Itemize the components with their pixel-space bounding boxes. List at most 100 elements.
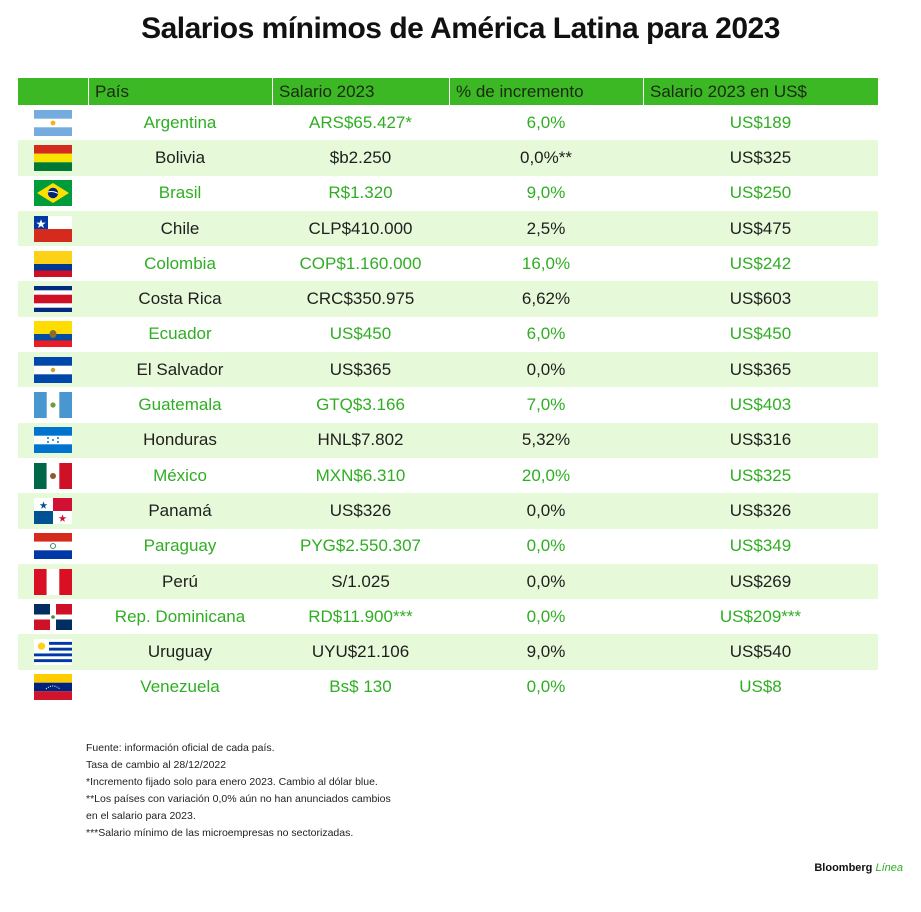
- salary-cell: Bs$ 130: [329, 677, 392, 697]
- flag-argentina-icon: [34, 109, 72, 136]
- increase-cell: 0,0%: [526, 359, 566, 379]
- flag-el-salvador-icon: [34, 356, 72, 383]
- table-row: Honduras HNL$7.802 5,32% US$316: [18, 422, 878, 458]
- usd-cell: US$326: [729, 500, 792, 520]
- increase-cell: 0,0%: [526, 677, 566, 697]
- flag-cell: [18, 427, 88, 454]
- country-cell: Brasil: [158, 183, 202, 203]
- country-cell: Uruguay: [147, 642, 213, 662]
- country-cell: Rep. Dominicana: [114, 606, 246, 626]
- increase-cell: 9,0%: [526, 183, 566, 203]
- country-cell: Paraguay: [143, 536, 217, 556]
- flag-cell: [18, 321, 88, 348]
- country-cell: Perú: [162, 571, 198, 591]
- salary-cell: $b2.250: [329, 147, 392, 167]
- flag-cell: [18, 356, 88, 383]
- usd-cell: US$540: [729, 642, 792, 662]
- salary-cell: HNL$7.802: [317, 430, 404, 450]
- usd-cell: US$603: [729, 289, 792, 309]
- usd-cell: US$209***: [719, 606, 802, 626]
- flag-cell: [18, 215, 88, 242]
- flag-panama-icon: [34, 497, 72, 524]
- table-body: Argentina ARS$65.427* 6,0% US$189 Bolivia $b2…: [18, 105, 878, 705]
- salary-cell: US$326: [329, 500, 392, 520]
- table-row: Uruguay UYU$21.106 9,0% US$540: [18, 634, 878, 670]
- salary-cell: PYG$2.550.307: [300, 536, 421, 556]
- table-row: Costa Rica CRC$350.975 6,62% US$603: [18, 281, 878, 317]
- table-row: Colombia COP$1.160.000 16,0% US$242: [18, 246, 878, 281]
- usd-cell: US$316: [729, 430, 792, 450]
- table-row: Guatemala GTQ$3.166 7,0% US$403: [18, 387, 878, 422]
- increase-cell: 2,5%: [526, 218, 566, 238]
- usd-cell: US$269: [729, 571, 792, 591]
- brand-accent: Línea: [875, 862, 903, 874]
- page-title: Salarios mínimos de América Latina para …: [141, 12, 780, 45]
- table-row: Venezuela Bs$ 130 0,0% US$8: [18, 670, 878, 705]
- note-source: Fuente: información oficial de cada país…: [86, 742, 275, 754]
- table-row: Bolivia $b2.250 0,0%** US$325: [18, 140, 878, 176]
- salary-cell: COP$1.160.000: [299, 253, 422, 273]
- table-row: Argentina ARS$65.427* 6,0% US$189: [18, 105, 878, 140]
- flag-chile-icon: [34, 215, 72, 242]
- usd-cell: US$365: [729, 359, 792, 379]
- usd-cell: US$450: [729, 324, 792, 344]
- table-row: Paraguay PYG$2.550.307 0,0% US$349: [18, 529, 878, 564]
- salary-cell: UYU$21.106: [311, 642, 410, 662]
- flag-cell: [18, 109, 88, 136]
- brand-name: Bloomberg: [814, 862, 873, 874]
- salary-cell: RD$11.900***: [308, 606, 413, 626]
- flag-rep-dominicana-icon: [34, 603, 72, 630]
- increase-cell: 7,0%: [526, 395, 566, 415]
- country-cell: Colombia: [144, 253, 216, 273]
- flag-cell: [18, 462, 88, 489]
- table-row: Brasil R$1.320 9,0% US$250: [18, 176, 878, 211]
- table-header: País Salario 2023 % de incremento Salari…: [18, 78, 878, 105]
- usd-cell: US$403: [729, 395, 792, 415]
- salary-table: País Salario 2023 % de incremento Salari…: [18, 78, 878, 705]
- country-cell: Chile: [160, 218, 200, 238]
- flag-cell: [18, 144, 88, 171]
- salary-cell: CRC$350.975: [306, 289, 415, 309]
- flag-cell: [18, 639, 88, 666]
- flag-cell: [18, 392, 88, 419]
- country-cell: Honduras: [143, 430, 217, 450]
- country-cell: Venezuela: [140, 677, 220, 697]
- usd-cell: US$189: [729, 112, 792, 132]
- flag-honduras-icon: [34, 427, 72, 454]
- table-row: Ecuador US$450 6,0% US$450: [18, 317, 878, 352]
- salary-cell: GTQ$3.166: [316, 395, 405, 415]
- flag-cell: [18, 180, 88, 207]
- increase-cell: 6,0%: [526, 324, 566, 344]
- country-cell: Argentina: [143, 112, 217, 132]
- flag-costa-rica-icon: [34, 286, 72, 313]
- flag-cell: [18, 250, 88, 277]
- flag-ecuador-icon: [34, 321, 72, 348]
- flag-mexico-icon: [34, 462, 72, 489]
- usd-cell: US$349: [729, 536, 792, 556]
- note-exchange-rate: Tasa de cambio al 28/12/2022: [86, 759, 227, 771]
- country-cell: México: [153, 465, 207, 485]
- flag-bolivia-icon: [34, 144, 72, 171]
- flag-cell: [18, 603, 88, 630]
- increase-cell: 0,0%: [526, 606, 566, 626]
- flag-colombia-icon: [34, 250, 72, 277]
- salary-cell: US$365: [329, 359, 392, 379]
- increase-cell: 6,0%: [526, 112, 566, 132]
- brand-logo: Bloomberg Línea: [814, 862, 903, 874]
- flag-cell: [18, 286, 88, 313]
- increase-cell: 0,0%: [526, 536, 566, 556]
- note-two-star: **Los países con variación 0,0% aún no h…: [86, 793, 391, 805]
- salary-cell: ARS$65.427*: [308, 112, 413, 132]
- flag-cell: [18, 674, 88, 701]
- footnotes: Fuente: información oficial de cada país…: [86, 740, 391, 842]
- salary-cell: S/1.025: [331, 571, 390, 591]
- salary-cell: R$1.320: [328, 183, 393, 203]
- flag-guatemala-icon: [34, 392, 72, 419]
- usd-cell: US$475: [729, 218, 792, 238]
- note-one-star: *Incremento fijado solo para enero 2023.…: [86, 776, 378, 788]
- table-row: Panamá US$326 0,0% US$326: [18, 493, 878, 529]
- salary-cell: US$450: [329, 324, 392, 344]
- increase-cell: 0,0%**: [520, 147, 572, 167]
- note-three-star: ***Salario mínimo de las microempresas n…: [86, 827, 354, 839]
- flag-uruguay-icon: [34, 639, 72, 666]
